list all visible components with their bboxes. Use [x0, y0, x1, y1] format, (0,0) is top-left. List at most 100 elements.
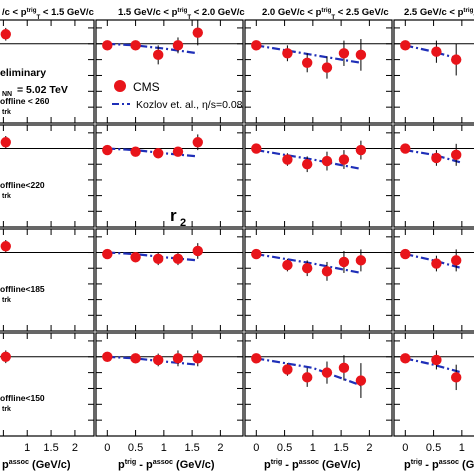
cms-data-point	[301, 159, 313, 170]
x-tick-label: 1	[310, 442, 316, 454]
cms-data-point	[282, 154, 293, 165]
panel-frame	[244, 332, 393, 437]
x-axis-title-part: p	[264, 459, 271, 471]
cms-data-point	[152, 49, 164, 61]
column-header-part: /c < p	[2, 7, 27, 18]
cms-data-point	[400, 40, 411, 51]
model-curve	[107, 251, 198, 262]
cms-data-point	[321, 266, 333, 277]
cms-data-point	[338, 256, 350, 268]
info-box: eliminary NN = 5.02 TeV	[0, 67, 68, 98]
x-axis-title-part: (GeV/c)	[173, 459, 215, 471]
column-header-part: T	[36, 14, 40, 21]
r2-subscript: 2	[180, 217, 186, 229]
row-label-part: offline	[0, 96, 26, 106]
panel-frame	[95, 19, 244, 124]
cms-data-point	[400, 353, 411, 364]
model-curve	[107, 355, 198, 366]
panel-frame	[0, 228, 95, 332]
model-curve	[256, 149, 362, 170]
x-axis-title-part: assoc	[299, 458, 319, 466]
row-label-sub: trk	[2, 297, 11, 304]
panel-frame	[0, 19, 95, 124]
x-axis-title-part: p	[118, 459, 125, 471]
x-tick-label: 1.5	[333, 442, 348, 454]
panel-frame	[393, 19, 474, 124]
cms-data-point	[251, 353, 262, 364]
x-axis-title-first-part: assoc	[9, 458, 29, 466]
x-tick-label: 1	[161, 442, 167, 454]
x-axis-title-first: passoc (GeV/c)	[2, 458, 71, 471]
x-tick-label: 0	[253, 442, 259, 454]
column-header: 2.0 GeV/c < ptrigT < 2.5 GeV/c	[262, 7, 389, 21]
cms-data-point	[400, 248, 411, 260]
cms-data-point	[301, 263, 313, 274]
cms-data-point	[338, 154, 350, 165]
r2-label: r 2	[170, 206, 186, 229]
cms-data-point	[282, 259, 293, 271]
x-axis-title-part: (GeV/c)	[319, 459, 361, 471]
cms-data-point	[192, 245, 203, 257]
column-header-part: trig	[321, 7, 331, 14]
cms-data-point	[251, 248, 262, 260]
cms-data-point	[450, 54, 462, 65]
cms-data-point	[172, 253, 184, 265]
model-curve	[256, 44, 362, 64]
cms-data-point	[400, 143, 411, 154]
cms-data-point	[338, 48, 350, 59]
cms-data-point	[102, 351, 113, 362]
row-label-sub-part: trk	[2, 406, 11, 413]
cms-data-point	[321, 62, 333, 73]
column-header-part: trig	[463, 7, 473, 14]
cms-data-point	[192, 137, 203, 148]
legend: CMS Kozlov et. al., η/s=0.08	[112, 80, 243, 111]
cms-data-point	[130, 40, 141, 51]
cms-data-point	[130, 353, 141, 364]
row-label-part: <150	[26, 393, 45, 403]
x-tick-label: 0.5	[128, 442, 143, 454]
model-curve	[256, 253, 362, 274]
x-tick-label: 0	[402, 442, 408, 454]
cms-data-point	[0, 351, 11, 362]
panel-frame	[393, 228, 474, 332]
cms-data-point	[172, 353, 184, 364]
x-tick-label: 2	[217, 442, 223, 454]
row-label: offline < 260	[0, 96, 50, 106]
column-header-part: < 1.5 GeV/c	[40, 7, 94, 18]
cms-data-point	[355, 144, 367, 156]
axis-ticks	[2, 20, 463, 436]
column-header-part: 2.5 GeV/c < p	[404, 7, 464, 18]
preliminary-label: eliminary	[0, 67, 46, 79]
x-axis-title: ptrig - passoc (GeV/c)	[264, 458, 361, 471]
x-axis-title-part: (GeV/c)	[459, 459, 474, 471]
cms-data-point	[102, 144, 113, 156]
x-axis-title-part: trig	[125, 458, 137, 466]
cms-data-point	[450, 255, 462, 266]
cms-data-point	[192, 27, 203, 38]
cms-data-point	[431, 152, 442, 164]
panel-frame	[393, 332, 474, 437]
x-axis-title-part: p	[404, 459, 411, 471]
cms-data-point	[338, 362, 350, 374]
row-label-part: offline	[0, 180, 26, 190]
panel-frames	[0, 19, 474, 437]
cms-data-point	[0, 29, 11, 40]
x-tick-label: 1.5	[184, 442, 199, 454]
cms-points	[0, 20, 462, 398]
x-axis-title: ptrig - passoc (GeV/c)	[118, 458, 215, 471]
cms-data-point	[355, 255, 367, 266]
column-header-part: trig	[27, 7, 37, 14]
model-curve	[107, 42, 198, 55]
x-tick-label: 2	[366, 442, 372, 454]
cms-data-point	[152, 148, 164, 159]
cms-data-point	[321, 367, 333, 378]
panel-frame	[0, 332, 95, 437]
cms-data-point	[282, 364, 293, 375]
column-header-part: < 2.5 GeV/c	[335, 7, 389, 18]
model-curve	[107, 147, 198, 158]
column-header-part: T	[187, 14, 191, 21]
model-curve	[256, 357, 362, 387]
column-header-part: T	[331, 14, 335, 21]
row-label-sub-part: trk	[2, 193, 11, 200]
